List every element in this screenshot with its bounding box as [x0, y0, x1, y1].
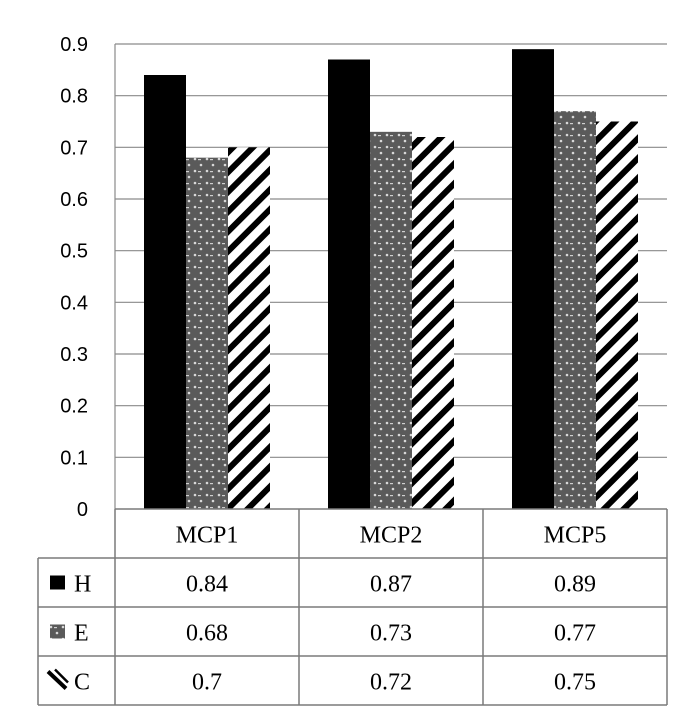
bar-C-MCP1: [228, 147, 270, 510]
bar-E-MCP2: [370, 131, 412, 510]
series-label: E: [74, 621, 89, 647]
legend-key-C: [46, 668, 69, 690]
y-tick-label: 0.7: [60, 137, 88, 159]
bar-H-MCP1: [144, 75, 186, 509]
bar-H-MCP5: [512, 49, 554, 510]
data-label: 0.7: [192, 670, 222, 696]
y-tick-label: 0.6: [60, 189, 88, 211]
data-label: 0.87: [370, 572, 412, 598]
data-table: MCP1 MCP2 MCP5 H 0.84 0.87 0.89 E 0.68 0.73 0.77 C 0…: [37, 508, 668, 706]
bar-H-MCP2: [328, 59, 370, 509]
category-label: MCP1: [176, 523, 239, 549]
data-label: 0.77: [554, 621, 596, 647]
series-label: C: [74, 670, 90, 696]
data-label: 0.75: [554, 670, 596, 696]
data-label: 0.73: [370, 621, 412, 647]
legend-key-stripe: [54, 668, 69, 684]
data-label: 0.72: [370, 670, 412, 696]
data-label: 0.84: [186, 572, 228, 598]
bar-E-MCP1: [186, 157, 228, 509]
bar-C-MCP5: [596, 121, 638, 509]
series-label: H: [74, 572, 91, 598]
y-tick-label: 0: [77, 499, 88, 521]
bars: [144, 49, 638, 510]
category-label: MCP5: [544, 523, 607, 549]
category-label: MCP2: [360, 523, 423, 549]
bar-C-MCP2: [412, 137, 454, 509]
y-tick-label: 0.4: [60, 292, 88, 314]
y-axis-tick-labels: 0 0.1 0.2 0.3 0.4 0.5 0.6 0.7 0.8 0.9: [60, 34, 88, 521]
data-label: 0.68: [186, 621, 228, 647]
y-tick-label: 0.8: [60, 86, 88, 108]
y-tick-label: 0.9: [60, 34, 88, 56]
y-tick-label: 0.3: [60, 344, 88, 366]
legend-key-stripe: [46, 670, 68, 690]
legend-key-E: [50, 624, 65, 639]
y-tick-label: 0.2: [60, 396, 88, 418]
data-label: 0.89: [554, 572, 596, 598]
y-tick-label: 0.5: [60, 241, 88, 263]
legend-key-H: [50, 575, 65, 590]
bar-E-MCP5: [554, 111, 596, 510]
y-tick-label: 0.1: [60, 447, 88, 469]
